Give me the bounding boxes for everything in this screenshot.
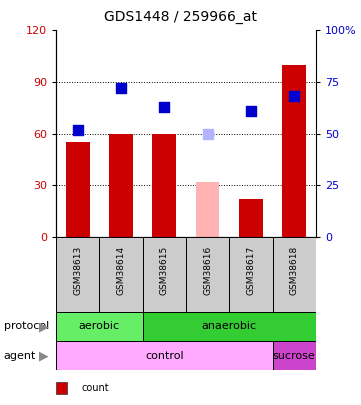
Bar [66, 142, 90, 237]
Point [161, 104, 167, 110]
Point [205, 130, 210, 137]
Text: GSM38618: GSM38618 [290, 246, 299, 295]
Point [291, 93, 297, 100]
Text: aerobic: aerobic [79, 322, 120, 331]
Text: ▶: ▶ [39, 349, 49, 362]
Bar [282, 65, 306, 237]
Bar [143, 312, 316, 341]
Bar [152, 134, 176, 237]
Text: protocol: protocol [4, 322, 49, 331]
Bar [186, 237, 229, 312]
Bar [143, 237, 186, 312]
Point [118, 85, 124, 92]
Bar [229, 237, 273, 312]
Text: GSM38615: GSM38615 [160, 246, 169, 295]
Text: count: count [81, 383, 109, 393]
Text: sucrose: sucrose [273, 351, 316, 360]
Bar [273, 237, 316, 312]
Text: GSM38616: GSM38616 [203, 246, 212, 295]
Bar [196, 182, 219, 237]
Bar [239, 199, 263, 237]
Bar [109, 134, 133, 237]
Bar [273, 341, 316, 370]
Point [75, 126, 81, 133]
Text: GDS1448 / 259966_at: GDS1448 / 259966_at [104, 10, 257, 24]
Text: GSM38614: GSM38614 [117, 246, 125, 295]
Text: ▶: ▶ [39, 320, 49, 333]
Bar [56, 312, 143, 341]
Text: GSM38613: GSM38613 [73, 246, 82, 295]
Text: anaerobic: anaerobic [202, 322, 257, 331]
Bar [99, 237, 143, 312]
Bar [56, 237, 99, 312]
Bar [56, 341, 273, 370]
Text: control: control [145, 351, 183, 360]
Point [248, 108, 254, 114]
Text: GSM38617: GSM38617 [247, 246, 255, 295]
Text: agent: agent [4, 351, 36, 360]
